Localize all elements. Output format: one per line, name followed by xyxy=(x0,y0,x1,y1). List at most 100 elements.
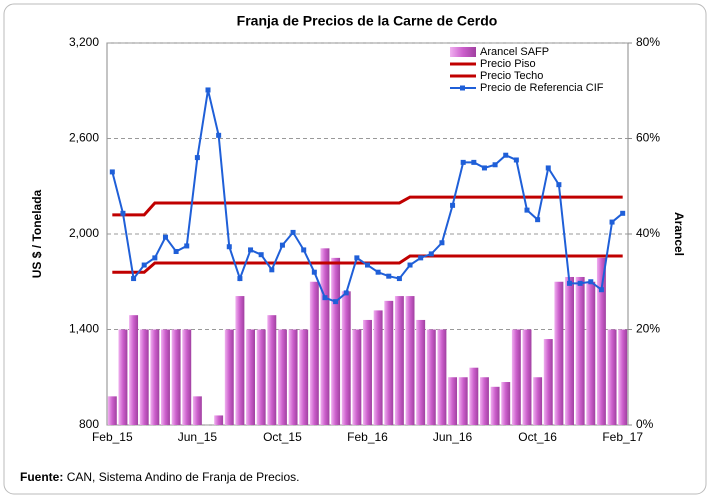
bar xyxy=(118,329,128,425)
marker xyxy=(152,255,158,261)
bar xyxy=(129,315,139,425)
x-tick-label: Oct_15 xyxy=(263,430,302,444)
marker xyxy=(365,262,370,268)
y-tick-label: 2,000 xyxy=(69,226,99,240)
marker xyxy=(269,267,275,273)
bar xyxy=(458,377,468,425)
bar xyxy=(501,382,511,425)
marker xyxy=(311,269,317,275)
x-tick-label: Feb_15 xyxy=(92,430,133,444)
marker xyxy=(609,219,615,225)
marker xyxy=(301,247,307,253)
marker xyxy=(524,207,530,213)
bar xyxy=(575,276,585,425)
bar xyxy=(596,257,606,425)
marker xyxy=(354,255,360,261)
marker xyxy=(141,262,147,268)
legend-marker xyxy=(460,85,465,91)
marker xyxy=(567,280,573,286)
chart-title: Franja de Precios de la Carne de Cerdo xyxy=(237,13,498,29)
legend-label: Precio de Referencia CIF xyxy=(480,82,604,94)
marker xyxy=(577,280,583,286)
bar xyxy=(299,329,309,425)
y2-tick-label: 20% xyxy=(636,322,660,336)
bar xyxy=(150,329,160,425)
marker xyxy=(535,217,541,223)
marker xyxy=(439,240,445,246)
marker xyxy=(184,243,190,249)
x-tick-label: Feb_16 xyxy=(347,430,388,444)
bar xyxy=(607,329,617,425)
bar xyxy=(341,291,351,425)
marker xyxy=(418,255,424,261)
bar xyxy=(416,319,426,425)
bar xyxy=(192,396,202,425)
y-tick-label: 2,600 xyxy=(69,131,99,145)
marker xyxy=(343,290,349,296)
marker xyxy=(407,262,413,268)
y-axis-label: US $ / Tonelada xyxy=(30,189,44,278)
bar xyxy=(161,329,170,425)
bar xyxy=(543,339,553,425)
x-tick-label: Jun_15 xyxy=(178,430,218,444)
marker xyxy=(598,287,604,293)
bar xyxy=(320,248,330,425)
marker xyxy=(471,159,477,165)
legend-swatch xyxy=(450,47,476,57)
bar xyxy=(469,367,479,425)
marker xyxy=(375,269,381,275)
legend-label: Arancel SAFP xyxy=(480,46,549,58)
marker xyxy=(620,210,626,216)
bar xyxy=(394,296,404,425)
marker xyxy=(248,247,254,253)
bar xyxy=(139,329,149,425)
marker xyxy=(194,155,200,161)
marker xyxy=(120,210,126,216)
marker xyxy=(290,229,296,235)
bar xyxy=(288,329,298,425)
marker xyxy=(460,159,466,165)
bar xyxy=(565,276,574,425)
marker xyxy=(216,132,222,138)
marker xyxy=(481,165,487,171)
bar xyxy=(309,281,319,425)
y2-tick-label: 0% xyxy=(636,417,654,431)
marker xyxy=(545,165,551,171)
bar xyxy=(373,310,383,425)
bar xyxy=(182,329,192,425)
bar xyxy=(448,377,458,425)
y-tick-label: 3,200 xyxy=(69,35,99,49)
y-tick-label: 1,400 xyxy=(69,322,99,336)
bar xyxy=(479,377,489,425)
bar xyxy=(384,300,394,425)
marker xyxy=(131,276,137,282)
legend-label: Precio Techo xyxy=(480,70,543,82)
bar xyxy=(533,377,543,425)
bar xyxy=(171,329,181,425)
bar xyxy=(214,415,224,425)
marker xyxy=(109,169,115,175)
bar xyxy=(437,329,447,425)
marker xyxy=(279,242,285,248)
marker xyxy=(556,182,562,188)
marker xyxy=(386,273,392,279)
bar xyxy=(331,257,341,425)
marker xyxy=(588,279,594,285)
bar xyxy=(352,329,362,425)
bar xyxy=(586,281,596,425)
bar xyxy=(511,329,521,425)
marker xyxy=(503,152,509,158)
bar xyxy=(246,329,256,425)
line xyxy=(112,195,623,217)
bar xyxy=(224,329,234,425)
bar xyxy=(522,329,532,425)
source-text: CAN, Sistema Andino de Franja de Precios… xyxy=(67,470,300,484)
marker xyxy=(333,299,339,305)
x-tick-label: Oct_16 xyxy=(518,430,557,444)
marker xyxy=(173,249,179,255)
marker xyxy=(396,276,402,282)
bar xyxy=(363,319,372,425)
marker xyxy=(513,157,519,163)
